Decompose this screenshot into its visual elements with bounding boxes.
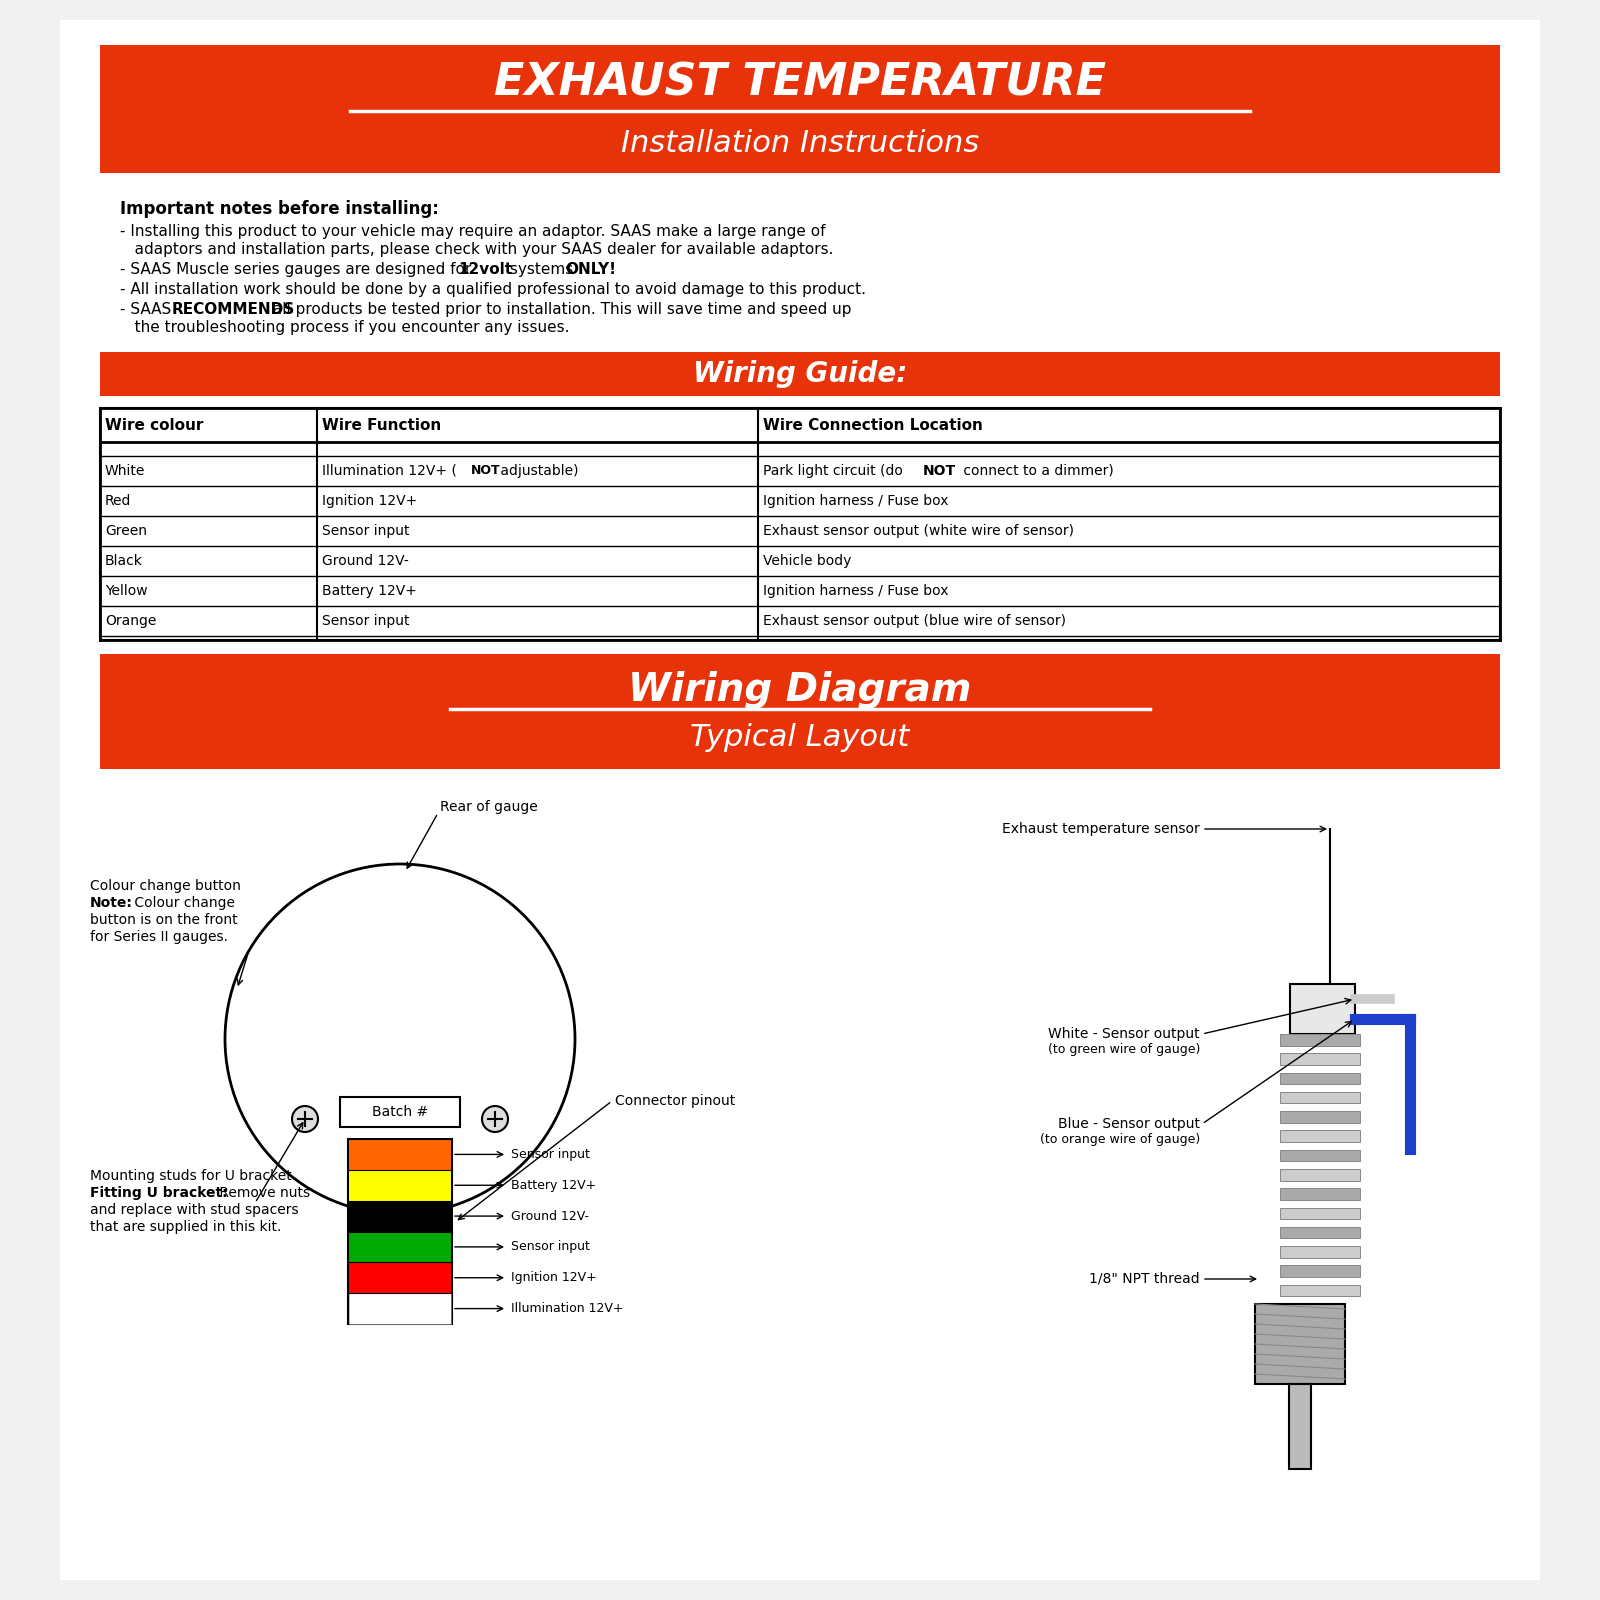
- Text: Green: Green: [106, 525, 147, 538]
- Circle shape: [291, 1106, 318, 1133]
- Text: Black: Black: [106, 554, 142, 568]
- Bar: [1280, 1189, 1360, 1200]
- Text: systems: systems: [506, 262, 578, 277]
- Text: Fitting U bracket:: Fitting U bracket:: [90, 1186, 227, 1200]
- Circle shape: [482, 1106, 509, 1133]
- Text: - All installation work should be done by a qualified professional to avoid dama: - All installation work should be done b…: [120, 282, 866, 298]
- Text: adaptors and installation parts, please check with your SAAS dealer for availabl: adaptors and installation parts, please …: [120, 242, 834, 258]
- Bar: [1280, 1131, 1360, 1142]
- Text: Ignition 12V+: Ignition 12V+: [322, 494, 418, 509]
- Text: the troubleshooting process if you encounter any issues.: the troubleshooting process if you encou…: [120, 320, 570, 334]
- Text: Ignition harness / Fuse box: Ignition harness / Fuse box: [763, 494, 949, 509]
- Text: 12volt: 12volt: [458, 262, 512, 277]
- Text: Wire Function: Wire Function: [322, 418, 442, 432]
- Text: Wire Connection Location: Wire Connection Location: [763, 418, 982, 432]
- Text: EXHAUST TEMPERATURE: EXHAUST TEMPERATURE: [494, 61, 1106, 104]
- Text: Exhaust temperature sensor: Exhaust temperature sensor: [1002, 822, 1200, 835]
- Text: button is on the front: button is on the front: [90, 914, 238, 926]
- Text: NOT: NOT: [470, 464, 501, 477]
- Text: Park light circuit (do: Park light circuit (do: [763, 464, 907, 478]
- Text: that are supplied in this kit.: that are supplied in this kit.: [90, 1219, 282, 1234]
- Bar: [349, 1139, 451, 1170]
- Bar: [1280, 1208, 1360, 1219]
- Text: White - Sensor output: White - Sensor output: [1048, 1027, 1200, 1042]
- Text: Sensor input: Sensor input: [510, 1240, 590, 1253]
- Text: Wire colour: Wire colour: [106, 418, 203, 432]
- Text: - SAAS Muscle series gauges are designed for: - SAAS Muscle series gauges are designed…: [120, 262, 477, 277]
- Bar: [1280, 1091, 1360, 1104]
- Text: 1/8" NPT thread: 1/8" NPT thread: [1090, 1272, 1200, 1286]
- Text: Batch #: Batch #: [371, 1106, 429, 1118]
- Text: Typical Layout: Typical Layout: [690, 723, 910, 752]
- Text: Red: Red: [106, 494, 131, 509]
- Text: (to green wire of gauge): (to green wire of gauge): [1048, 1043, 1200, 1056]
- Text: RECOMMENDS: RECOMMENDS: [173, 302, 296, 317]
- Text: Remove nuts: Remove nuts: [214, 1186, 310, 1200]
- Bar: [1280, 1034, 1360, 1045]
- Bar: [1254, 1304, 1346, 1384]
- Text: Orange: Orange: [106, 614, 157, 627]
- Text: connect to a dimmer): connect to a dimmer): [958, 464, 1114, 478]
- Bar: [1290, 984, 1355, 1034]
- Bar: [349, 1200, 451, 1232]
- Text: Mounting studs for U bracket.: Mounting studs for U bracket.: [90, 1170, 296, 1182]
- Text: Blue - Sensor output: Blue - Sensor output: [1058, 1117, 1200, 1131]
- Bar: [349, 1293, 451, 1325]
- Bar: [1280, 1053, 1360, 1066]
- Text: Installation Instructions: Installation Instructions: [621, 128, 979, 157]
- Bar: [1280, 1227, 1360, 1238]
- Text: Connector pinout: Connector pinout: [614, 1094, 736, 1107]
- Text: - SAAS: - SAAS: [120, 302, 176, 317]
- Text: ONLY!: ONLY!: [565, 262, 616, 277]
- Text: Colour change button: Colour change button: [90, 878, 242, 893]
- Bar: [1280, 1266, 1360, 1277]
- Bar: [1280, 1246, 1360, 1258]
- Text: Wiring Diagram: Wiring Diagram: [629, 670, 971, 709]
- Text: NOT: NOT: [923, 464, 957, 478]
- Bar: [1280, 1150, 1360, 1162]
- Text: adjustable): adjustable): [496, 464, 579, 478]
- Bar: [349, 1262, 451, 1293]
- Bar: [99, 45, 1501, 173]
- Text: Illumination 12V+ (: Illumination 12V+ (: [322, 464, 458, 478]
- Text: Wiring Guide:: Wiring Guide:: [693, 360, 907, 387]
- Bar: [99, 654, 1501, 770]
- Text: - Installing this product to your vehicle may require an adaptor. SAAS make a la: - Installing this product to your vehicl…: [120, 224, 826, 238]
- Text: Sensor input: Sensor input: [510, 1147, 590, 1162]
- Bar: [1290, 1384, 1310, 1469]
- Bar: [1280, 1110, 1360, 1123]
- Bar: [1280, 1285, 1360, 1296]
- Text: Important notes before installing:: Important notes before installing:: [120, 200, 438, 218]
- Text: Yellow: Yellow: [106, 584, 147, 598]
- Text: Illumination 12V+: Illumination 12V+: [510, 1302, 624, 1315]
- Bar: [349, 1232, 451, 1262]
- Text: all products be tested prior to installation. This will save time and speed up: all products be tested prior to installa…: [269, 302, 851, 317]
- Bar: [1280, 1072, 1360, 1085]
- Bar: [349, 1293, 451, 1325]
- Bar: [1280, 1170, 1360, 1181]
- Text: Sensor input: Sensor input: [322, 614, 410, 627]
- Bar: [99, 408, 1501, 640]
- Text: Ground 12V-: Ground 12V-: [510, 1210, 589, 1222]
- Text: Ignition 12V+: Ignition 12V+: [510, 1272, 597, 1285]
- Text: Ignition harness / Fuse box: Ignition harness / Fuse box: [763, 584, 949, 598]
- Text: Exhaust sensor output (blue wire of sensor): Exhaust sensor output (blue wire of sens…: [763, 614, 1066, 627]
- Text: Sensor input: Sensor input: [322, 525, 410, 538]
- Text: White: White: [106, 464, 146, 478]
- Bar: [349, 1139, 453, 1325]
- Text: (to orange wire of gauge): (to orange wire of gauge): [1040, 1133, 1200, 1147]
- Text: Exhaust sensor output (white wire of sensor): Exhaust sensor output (white wire of sen…: [763, 525, 1074, 538]
- Text: Battery 12V+: Battery 12V+: [510, 1179, 597, 1192]
- Text: Rear of gauge: Rear of gauge: [440, 800, 538, 814]
- Bar: [349, 1170, 451, 1200]
- Bar: [339, 1098, 461, 1126]
- Text: for Series II gauges.: for Series II gauges.: [90, 930, 229, 944]
- Text: Ground 12V-: Ground 12V-: [322, 554, 408, 568]
- Text: and replace with stud spacers: and replace with stud spacers: [90, 1203, 299, 1218]
- Text: Colour change: Colour change: [130, 896, 235, 910]
- Text: Note:: Note:: [90, 896, 133, 910]
- Text: Battery 12V+: Battery 12V+: [322, 584, 418, 598]
- Bar: [99, 352, 1501, 395]
- Text: Vehicle body: Vehicle body: [763, 554, 851, 568]
